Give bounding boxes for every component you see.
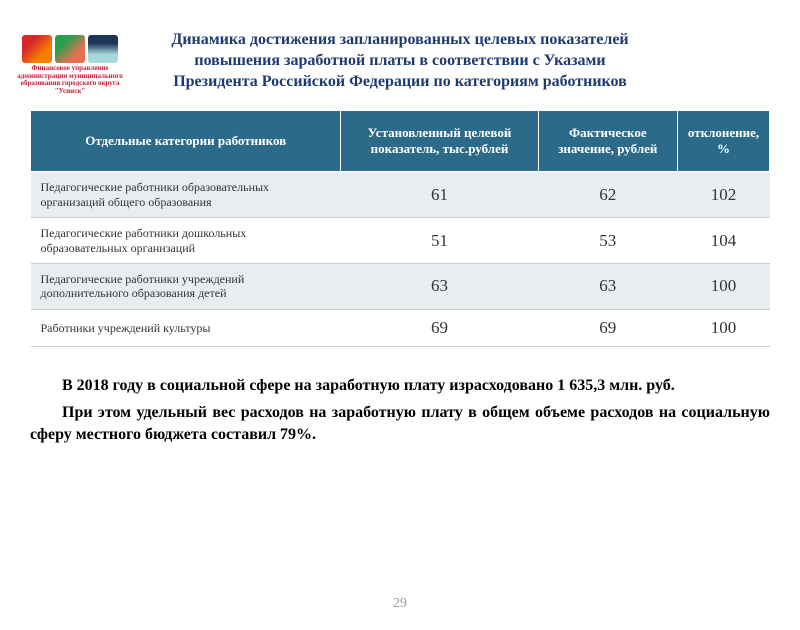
- table-row: Педагогические работники образовательных…: [31, 172, 770, 218]
- cell-target: 51: [341, 218, 538, 264]
- cell-target: 63: [341, 263, 538, 309]
- cell-actual: 53: [538, 218, 677, 264]
- table-row: Работники учреждений культуры 69 69 100: [31, 309, 770, 346]
- cell-actual: 69: [538, 309, 677, 346]
- cell-target: 69: [341, 309, 538, 346]
- cell-category: Педагогические работники образовательных…: [31, 172, 341, 218]
- title-line: повышения заработной платы в соответстви…: [130, 51, 670, 72]
- table-row: Педагогические работники дошкольных обра…: [31, 218, 770, 264]
- cell-actual: 63: [538, 263, 677, 309]
- emblem-icon: [22, 35, 52, 63]
- paragraph-1: В 2018 году в социальной сфере на зарабо…: [30, 375, 770, 397]
- page-title: Динамика достижения запланированных целе…: [130, 30, 670, 92]
- cell-category: Педагогические работники учреждений допо…: [31, 263, 341, 309]
- cell-category: Педагогические работники дошкольных обра…: [31, 218, 341, 264]
- paragraph-2: При этом удельный вес расходов на зарабо…: [30, 402, 770, 445]
- col-header-category: Отдельные категории работников: [31, 111, 341, 172]
- data-table-container: Отдельные категории работников Установле…: [30, 110, 770, 346]
- body-paragraphs: В 2018 году в социальной сфере на зарабо…: [30, 375, 770, 446]
- emblem-icon: [55, 35, 85, 63]
- cell-actual: 62: [538, 172, 677, 218]
- table-row: Педагогические работники учреждений допо…: [31, 263, 770, 309]
- cell-deviation: 102: [677, 172, 769, 218]
- emblem-icon: [88, 35, 118, 63]
- col-header-actual: Фактическое значение, рублей: [538, 111, 677, 172]
- salary-table: Отдельные категории работников Установле…: [30, 110, 770, 346]
- col-header-target: Установленный целевой показатель, тыс.ру…: [341, 111, 538, 172]
- org-logo: Финансовое управление администрации муни…: [15, 35, 125, 95]
- cell-deviation: 104: [677, 218, 769, 264]
- cell-target: 61: [341, 172, 538, 218]
- page-number: 29: [0, 596, 800, 612]
- title-line: Динамика достижения запланированных целе…: [130, 30, 670, 51]
- title-line: Президента Российской Федерации по катег…: [130, 72, 670, 93]
- logo-caption: Финансовое управление администрации муни…: [15, 65, 125, 96]
- cell-deviation: 100: [677, 263, 769, 309]
- col-header-deviation: отклонение, %: [677, 111, 769, 172]
- cell-deviation: 100: [677, 309, 769, 346]
- cell-category: Работники учреждений культуры: [31, 309, 341, 346]
